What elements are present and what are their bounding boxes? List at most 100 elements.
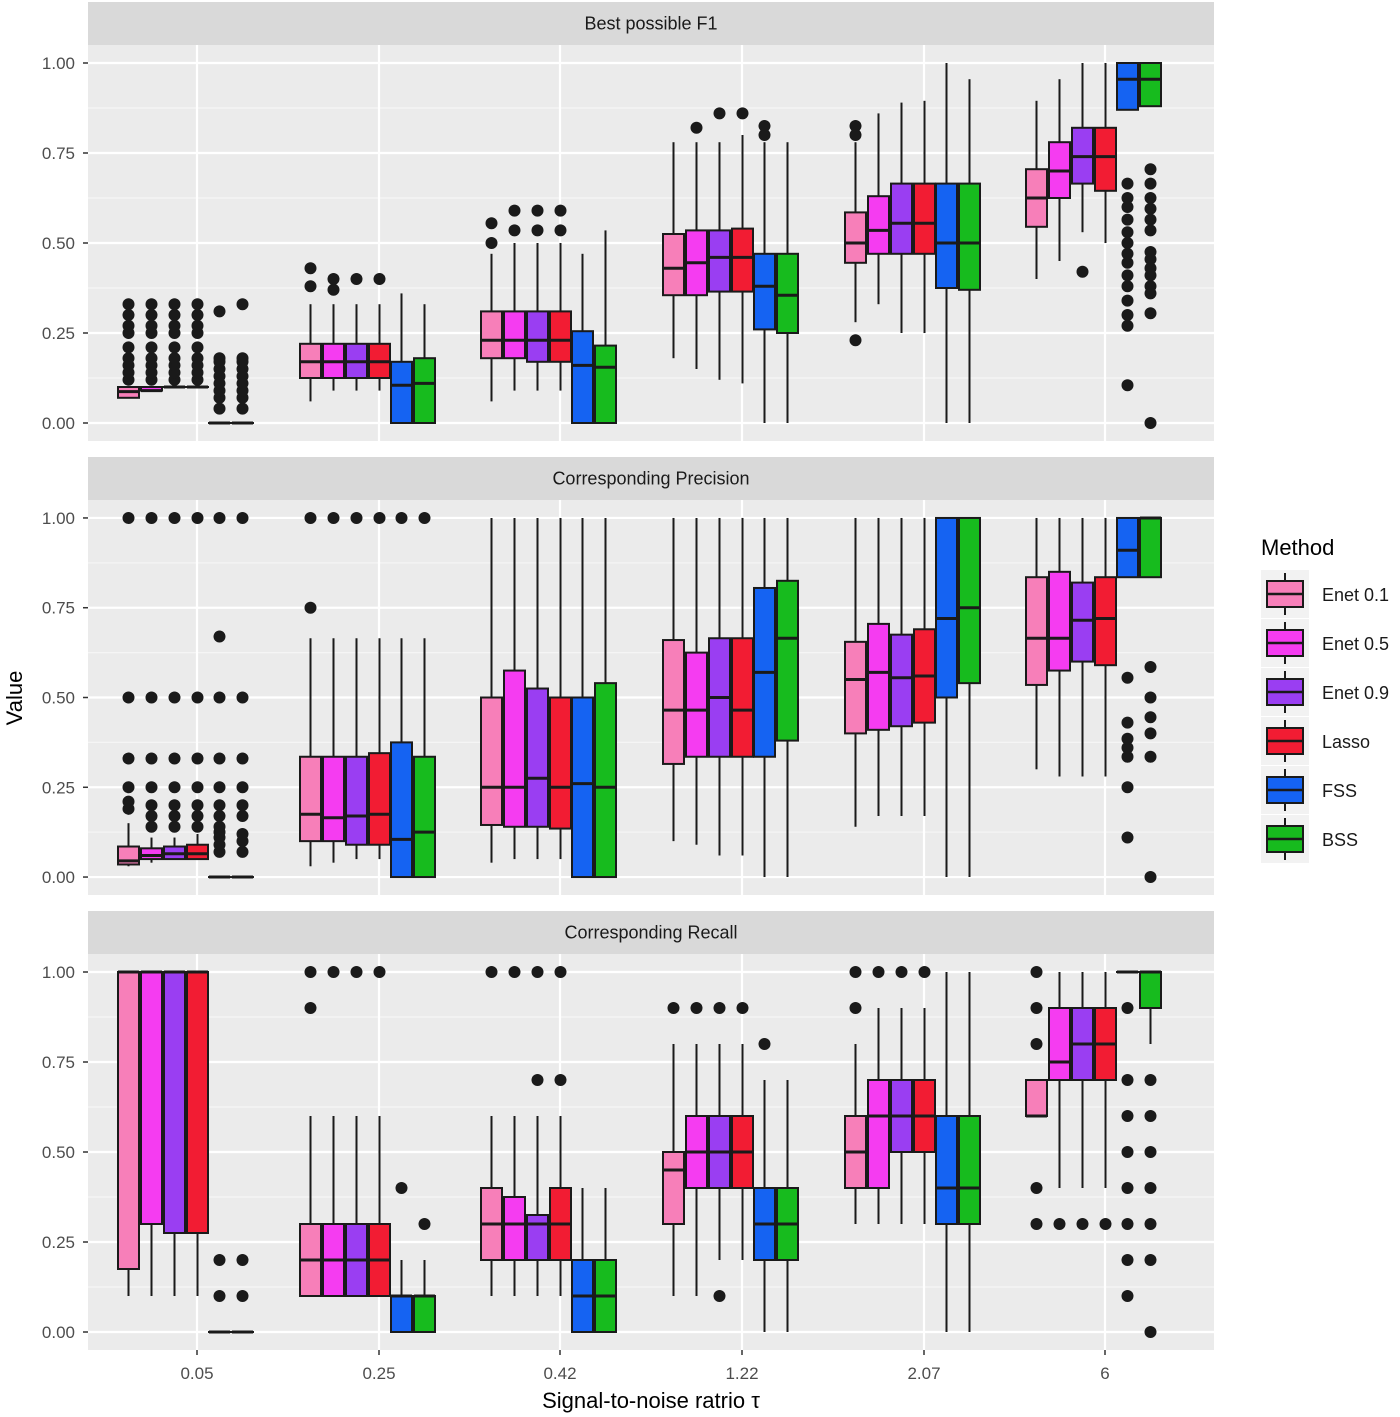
box-enet-0.9	[1071, 972, 1094, 1230]
box-group-1.22	[662, 517, 799, 878]
outlier-point	[236, 402, 249, 415]
box-enet-0.9	[163, 970, 186, 1296]
box-body	[662, 1151, 685, 1225]
box-group-6	[1025, 966, 1162, 1338]
outlier-point	[327, 966, 340, 978]
outlier-point	[304, 511, 317, 524]
y-tick-label: 0.50	[42, 234, 75, 253]
outlier-point	[373, 273, 386, 285]
outlier-point	[145, 309, 158, 321]
outlier-point	[191, 352, 204, 365]
box-body	[776, 252, 799, 334]
outlier-point	[1121, 750, 1134, 763]
box-fss	[208, 305, 231, 425]
outlier-point	[849, 334, 862, 347]
outlier-point	[236, 1254, 249, 1266]
outlier-point	[191, 752, 204, 765]
box-body	[935, 516, 958, 699]
outlier-point	[191, 511, 204, 524]
outlier-point	[350, 273, 363, 285]
box-body	[935, 1115, 958, 1225]
outlier-point	[554, 204, 567, 217]
outlier-point	[508, 966, 521, 978]
box-body	[708, 229, 731, 293]
outlier-point	[485, 966, 498, 978]
outlier-point	[1144, 417, 1157, 429]
x-tick-label: 0.42	[543, 1364, 576, 1383]
outlier-point	[1121, 831, 1134, 844]
box-body	[390, 741, 413, 879]
legend: Method Enet 0.1 Enet 0.5 Enet 0.9 Lasso FSS B…	[1261, 535, 1389, 863]
outlier-point	[145, 341, 158, 354]
box-body	[1139, 516, 1162, 579]
outlier-point	[872, 966, 885, 978]
box-fss	[208, 511, 231, 879]
box-body	[1116, 62, 1139, 111]
box-enet-0.9	[526, 517, 549, 860]
box-body	[413, 755, 436, 879]
y-tick-label: 0.75	[42, 599, 75, 618]
outlier-point	[1053, 1218, 1066, 1230]
outlier-point	[1121, 309, 1134, 321]
y-tick-label: 0.75	[42, 1053, 75, 1072]
outlier-point	[1144, 246, 1157, 258]
box-body	[413, 1295, 436, 1333]
box-group-0.05	[117, 298, 254, 425]
outlier-point	[145, 781, 158, 794]
x-axis-label: Signal-to-noise ratrio τ	[542, 1388, 760, 1413]
box-fss	[753, 517, 776, 878]
box-bss	[231, 1254, 254, 1334]
box-enet-0.5	[1048, 972, 1071, 1230]
outlier-point	[1144, 750, 1157, 763]
outlier-point	[1030, 1002, 1043, 1014]
outlier-point	[168, 820, 181, 833]
legend-key-lasso: Lasso	[1261, 717, 1370, 765]
box-lasso	[186, 511, 209, 861]
panel-strip	[88, 2, 1214, 45]
outlier-point	[1144, 1326, 1157, 1338]
box-body	[890, 182, 913, 255]
outlier-point	[1144, 1146, 1157, 1158]
box-fss	[935, 972, 958, 1332]
outlier-point	[213, 352, 226, 365]
box-bss	[594, 230, 617, 425]
outlier-point	[849, 129, 862, 141]
box-body	[503, 669, 526, 828]
box-enet-0.1	[1025, 100, 1048, 279]
outlier-point	[168, 691, 181, 704]
box-lasso	[549, 966, 572, 1296]
outlier-point	[168, 341, 181, 354]
outlier-point	[213, 305, 226, 318]
outlier-point	[1121, 269, 1134, 282]
y-tick-label: 1.00	[42, 963, 75, 982]
outlier-point	[849, 120, 862, 132]
box-body	[844, 211, 867, 264]
y-tick-label: 1.00	[42, 54, 75, 73]
outlier-point	[350, 511, 363, 524]
outlier-point	[145, 820, 158, 833]
outlier-point	[145, 298, 158, 311]
outlier-point	[168, 781, 181, 794]
box-body	[731, 227, 754, 293]
outlier-point	[213, 1254, 226, 1266]
box-body	[935, 182, 958, 290]
box-body	[390, 1295, 413, 1333]
outlier-point	[122, 691, 135, 704]
y-tick-label: 0.00	[42, 868, 75, 887]
outlier-point	[327, 511, 340, 524]
box-body	[867, 1079, 890, 1189]
outlier-point	[191, 781, 204, 794]
outlier-point	[145, 810, 158, 822]
legend-label: Enet 0.1	[1322, 585, 1389, 605]
outlier-point	[122, 752, 135, 765]
x-tick-label: 0.25	[362, 1364, 395, 1383]
outlier-point	[236, 352, 249, 365]
box-body	[1116, 516, 1139, 579]
y-tick-label: 0.75	[42, 144, 75, 163]
panel-3: Corresponding Recall 0.00 0.25 0.50 0.75 1.00	[42, 911, 1214, 1350]
outlier-point	[1144, 192, 1157, 204]
panel-2: Corresponding Precision 0.00 0.25 0.50 0.75 1…	[42, 457, 1214, 895]
y-tick-label: 0.00	[42, 414, 75, 433]
box-enet-0.5	[140, 970, 163, 1296]
box-body	[549, 310, 572, 363]
